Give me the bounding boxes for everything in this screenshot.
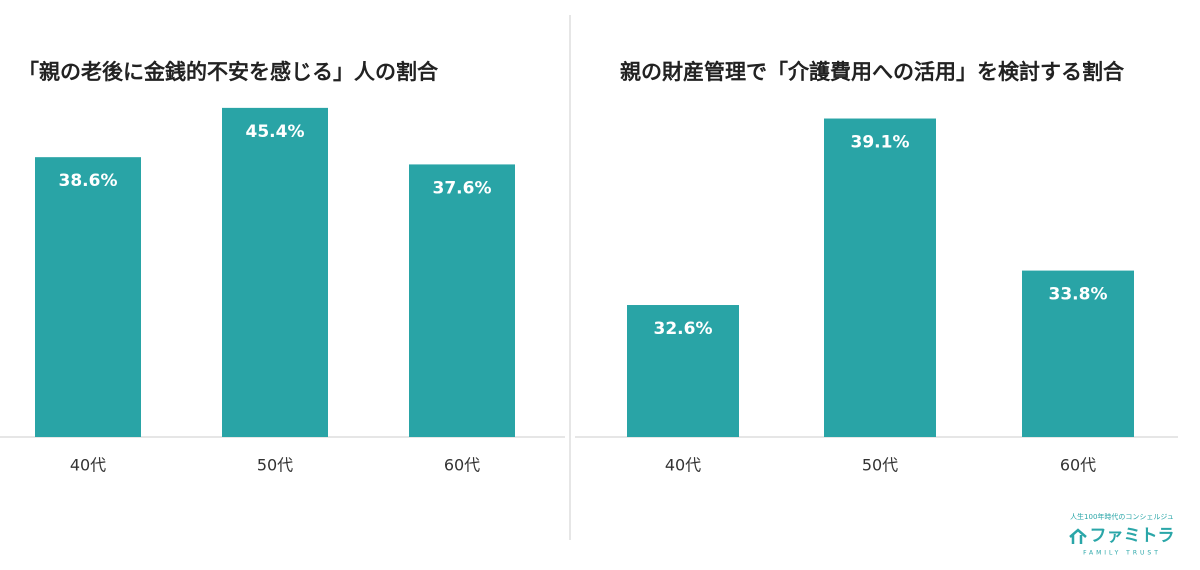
chart-title: 親の財産管理で「介護費用への活用」を検討する割合 <box>620 60 1125 84</box>
bar <box>1022 270 1134 437</box>
x-tick-label: 40代 <box>665 456 701 475</box>
value-label: 38.6% <box>59 171 118 191</box>
value-label: 33.8% <box>1049 285 1108 305</box>
value-label: 39.1% <box>851 133 910 153</box>
logo-icon <box>1069 528 1087 544</box>
logo-sub: FAMILY TRUST <box>1083 550 1161 557</box>
value-label: 32.6% <box>654 319 713 339</box>
bar <box>824 118 936 438</box>
logo-tagline: 人生100年時代のコンシェルジュ <box>1070 512 1174 521</box>
x-tick-label: 50代 <box>862 456 898 475</box>
logo: 人生100年時代のコンシェルジュ ファミトラ FAMILY TRUST <box>1069 512 1175 557</box>
logo-name: ファミトラ <box>1090 526 1175 546</box>
x-tick-label: 40代 <box>70 456 106 475</box>
chart-title: 「親の老後に金銭的不安を感じる」人の割合 <box>18 60 439 84</box>
value-label: 45.4% <box>246 122 305 142</box>
value-label: 37.6% <box>433 178 492 198</box>
bar <box>409 164 515 437</box>
x-tick-label: 50代 <box>257 456 293 475</box>
x-tick-label: 60代 <box>1060 456 1096 475</box>
bar <box>222 107 328 437</box>
bar <box>35 157 141 437</box>
x-tick-label: 60代 <box>444 456 480 475</box>
bar <box>627 305 739 437</box>
